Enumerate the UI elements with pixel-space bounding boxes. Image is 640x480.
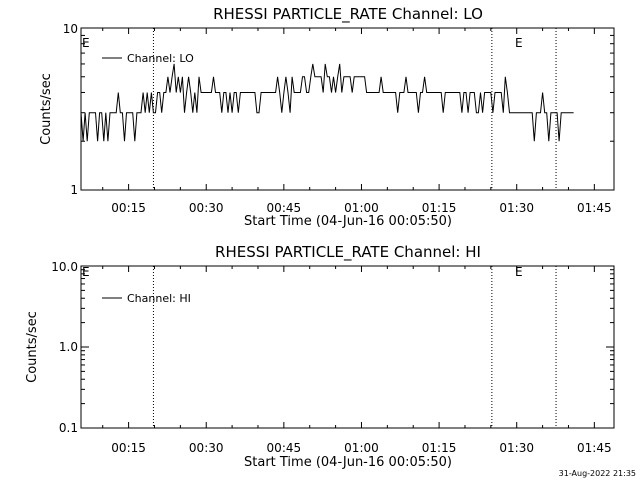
hi-ticks [81,265,614,429]
lo-ticks [81,27,614,191]
hi-ytick-label: 10.0 [51,260,78,274]
hi-vlines [152,266,557,428]
hi-xtick-label: 00:15 [111,441,146,455]
hi-ytick-label: 0.1 [59,421,78,435]
lo-xtick-label: 00:30 [189,201,224,215]
hi-xtick-label: 00:45 [267,441,302,455]
lo-plot-frame [80,27,615,191]
lo-xtick-label: 01:30 [499,201,534,215]
hi-legend-label: Channel: HI [127,292,191,305]
lo-ytick-label: 1 [70,183,78,197]
lo-panel: RHESSI PARTICLE_RATE Channel: LO Counts/… [39,5,615,229]
hi-marker-e-start: E [82,265,90,279]
lo-xtick-label: 01:15 [422,201,457,215]
lo-series-line [80,63,574,142]
lo-marker-e-end: E [515,36,523,50]
hi-marker-e-end: E [515,265,523,279]
lo-title: RHESSI PARTICLE_RATE Channel: LO [213,5,483,24]
hi-ytick-label: 1.0 [59,340,78,354]
hi-xtick-labels: 00:15 00:30 00:45 01:00 01:15 01:30 01:45 [111,441,611,455]
hi-title: RHESSI PARTICLE_RATE Channel: HI [215,243,481,262]
hi-xtick-label: 01:30 [499,441,534,455]
lo-xtick-labels: 00:15 00:30 00:45 01:00 01:15 01:30 01:45 [111,201,611,215]
hi-panel: RHESSI PARTICLE_RATE Channel: HI Counts/… [25,243,615,470]
hi-plot-frame [80,265,615,429]
lo-ytick-label: 10 [63,22,78,36]
hi-y-axis-label: Counts/sec [25,311,40,383]
hi-x-axis-label: Start Time (04-Jun-16 00:05:50) [244,455,452,470]
lo-vlines [152,28,557,190]
lo-marker-e-start: E [82,36,90,50]
lo-y-axis-label: Counts/sec [39,73,54,145]
lo-xtick-label: 01:45 [577,201,612,215]
lo-legend-label: Channel: LO [127,52,194,65]
hi-xtick-label: 01:15 [422,441,457,455]
lo-xtick-label: 00:15 [111,201,146,215]
lo-x-axis-label: Start Time (04-Jun-16 00:05:50) [244,214,452,229]
hi-xtick-label: 01:45 [577,441,612,455]
hi-xtick-label: 01:00 [344,441,379,455]
lo-xtick-label: 01:00 [344,201,379,215]
footer-timestamp: 31-Aug-2022 21:35 [559,469,636,478]
hi-xtick-label: 00:30 [189,441,224,455]
lo-xtick-label: 00:45 [267,201,302,215]
